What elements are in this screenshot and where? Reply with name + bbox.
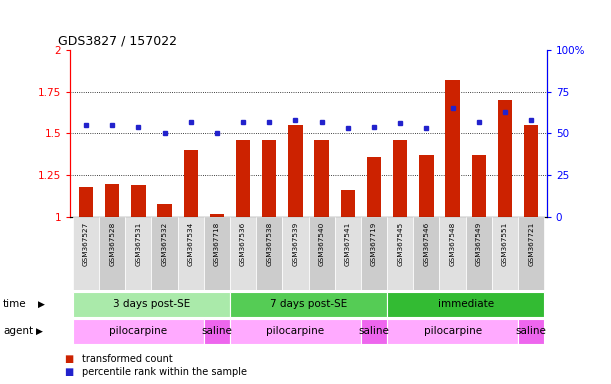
Bar bbox=[152, 217, 178, 290]
Text: saline: saline bbox=[202, 326, 232, 336]
Bar bbox=[210, 214, 224, 217]
Bar bbox=[315, 140, 329, 217]
Bar bbox=[183, 150, 198, 217]
Bar bbox=[131, 185, 145, 217]
Text: GSM367545: GSM367545 bbox=[397, 222, 403, 266]
Text: GSM367536: GSM367536 bbox=[240, 222, 246, 266]
Text: GSM367532: GSM367532 bbox=[161, 222, 167, 266]
Bar bbox=[158, 204, 172, 217]
Text: saline: saline bbox=[359, 326, 389, 336]
Bar bbox=[73, 292, 230, 317]
Text: 3 days post-SE: 3 days post-SE bbox=[113, 299, 190, 310]
Text: pilocarpine: pilocarpine bbox=[266, 326, 324, 336]
Bar bbox=[105, 184, 119, 217]
Bar bbox=[79, 187, 93, 217]
Text: GSM367541: GSM367541 bbox=[345, 222, 351, 266]
Bar bbox=[518, 217, 544, 290]
Text: GSM367528: GSM367528 bbox=[109, 222, 115, 266]
Bar bbox=[282, 217, 309, 290]
Bar bbox=[230, 217, 256, 290]
Text: transformed count: transformed count bbox=[82, 354, 174, 364]
Text: GSM367549: GSM367549 bbox=[476, 222, 481, 266]
Text: agent: agent bbox=[3, 326, 33, 336]
Text: GSM367718: GSM367718 bbox=[214, 222, 220, 266]
Bar bbox=[262, 140, 276, 217]
Text: GSM367540: GSM367540 bbox=[319, 222, 324, 266]
Bar bbox=[230, 319, 361, 344]
Text: ▶: ▶ bbox=[36, 327, 43, 336]
Bar bbox=[518, 319, 544, 344]
Bar bbox=[335, 217, 361, 290]
Text: GSM367539: GSM367539 bbox=[293, 222, 298, 266]
Text: 7 days post-SE: 7 days post-SE bbox=[270, 299, 347, 310]
Text: immediate: immediate bbox=[437, 299, 494, 310]
Bar bbox=[99, 217, 125, 290]
Bar bbox=[256, 217, 282, 290]
Bar bbox=[367, 157, 381, 217]
Bar bbox=[204, 319, 230, 344]
Bar bbox=[492, 217, 518, 290]
Bar bbox=[466, 217, 492, 290]
Bar bbox=[204, 217, 230, 290]
Bar bbox=[524, 125, 538, 217]
Text: ■: ■ bbox=[64, 354, 73, 364]
Bar bbox=[288, 125, 302, 217]
Text: saline: saline bbox=[516, 326, 547, 336]
Bar bbox=[230, 292, 387, 317]
Text: GSM367527: GSM367527 bbox=[83, 222, 89, 266]
Bar bbox=[361, 217, 387, 290]
Bar bbox=[419, 155, 434, 217]
Bar bbox=[472, 155, 486, 217]
Bar bbox=[73, 319, 204, 344]
Bar bbox=[125, 217, 152, 290]
Text: GSM367551: GSM367551 bbox=[502, 222, 508, 266]
Text: GSM367534: GSM367534 bbox=[188, 222, 194, 266]
Bar bbox=[178, 217, 204, 290]
Bar bbox=[439, 217, 466, 290]
Text: GSM367531: GSM367531 bbox=[136, 222, 141, 266]
Bar bbox=[73, 217, 99, 290]
Text: pilocarpine: pilocarpine bbox=[109, 326, 167, 336]
Text: GDS3827 / 157022: GDS3827 / 157022 bbox=[58, 35, 177, 48]
Bar bbox=[341, 190, 355, 217]
Text: GSM367721: GSM367721 bbox=[528, 222, 534, 266]
Bar bbox=[387, 319, 518, 344]
Text: time: time bbox=[3, 299, 27, 310]
Text: ▶: ▶ bbox=[38, 300, 45, 309]
Bar bbox=[498, 100, 512, 217]
Bar bbox=[445, 80, 459, 217]
Bar bbox=[413, 217, 439, 290]
Bar bbox=[387, 292, 544, 317]
Bar bbox=[236, 140, 251, 217]
Bar bbox=[393, 140, 408, 217]
Text: percentile rank within the sample: percentile rank within the sample bbox=[82, 367, 247, 377]
Text: GSM367719: GSM367719 bbox=[371, 222, 377, 266]
Text: pilocarpine: pilocarpine bbox=[423, 326, 481, 336]
Text: GSM367548: GSM367548 bbox=[450, 222, 456, 266]
Text: GSM367538: GSM367538 bbox=[266, 222, 273, 266]
Bar bbox=[361, 319, 387, 344]
Bar bbox=[309, 217, 335, 290]
Text: GSM367546: GSM367546 bbox=[423, 222, 430, 266]
Bar bbox=[387, 217, 413, 290]
Text: ■: ■ bbox=[64, 367, 73, 377]
